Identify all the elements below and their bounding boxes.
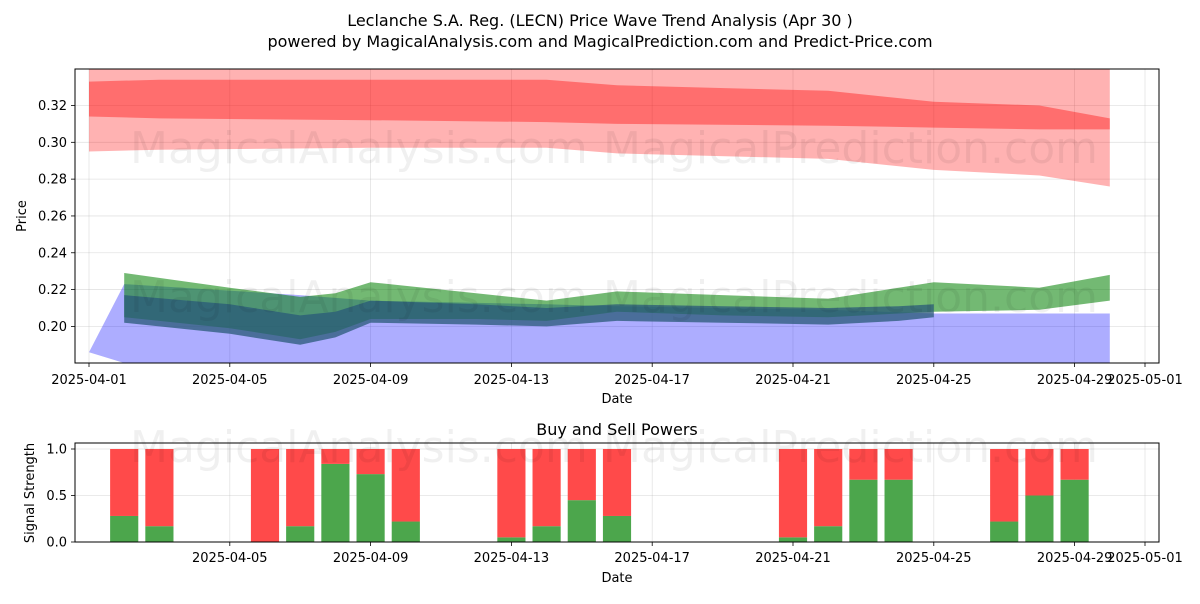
buy-bar	[532, 526, 561, 542]
sell-bar	[884, 449, 913, 480]
buy-bar	[778, 537, 808, 542]
signal-plot: Buy and Sell Powers MagicalAnalysis.com …	[23, 420, 1183, 586]
sell-bar	[110, 449, 139, 516]
buy-bar	[110, 515, 139, 542]
watermark-left-2: MagicalAnalysis.com	[130, 272, 588, 323]
sell-bar	[1025, 449, 1054, 496]
signal-xtick-label: 2025-05-01	[1107, 551, 1183, 566]
watermark-left-3: MagicalAnalysis.com	[130, 422, 588, 473]
signal-bars	[110, 449, 1089, 542]
signal-xlabel: Date	[601, 571, 632, 586]
price-xtick-label: 2025-04-29	[1037, 373, 1113, 388]
price-bands	[89, 69, 1110, 363]
price-ytick-label: 0.20	[38, 320, 67, 335]
price-plot: MagicalAnalysis.com MagicalPrediction.co…	[15, 68, 1183, 407]
sell-bar	[250, 449, 280, 542]
sell-bar	[532, 449, 561, 527]
signal-ytick-label: 0.5	[46, 489, 67, 504]
price-xtick-label: 2025-04-05	[192, 373, 268, 388]
sell-bar	[567, 449, 596, 501]
buy-bar	[884, 479, 913, 542]
chart-subtitle: powered by MagicalAnalysis.com and Magic…	[267, 32, 932, 51]
price-ytick-label: 0.32	[38, 99, 67, 114]
signal-xtick-label: 2025-04-29	[1037, 551, 1113, 566]
price-xlabel: Date	[601, 392, 632, 407]
buy-bar	[849, 479, 878, 542]
signal-ylabel: Signal Strength	[23, 443, 38, 543]
signal-ytick-label: 0.0	[46, 536, 67, 551]
buy-bar	[990, 521, 1019, 542]
price-ytick-label: 0.26	[38, 209, 67, 224]
price-xtick-label: 2025-04-17	[614, 373, 690, 388]
price-xtick-label: 2025-05-01	[1107, 373, 1183, 388]
sell-bar	[356, 449, 385, 475]
sell-bar	[391, 449, 420, 522]
price-axes: 2025-04-01 2025-04-05 2025-04-09 2025-04-13…	[38, 99, 1183, 388]
watermark-right: MagicalPrediction.com	[603, 123, 1098, 174]
sell-bar	[321, 449, 350, 464]
price-xtick-label: 2025-04-21	[755, 373, 831, 388]
price-ytick-label: 0.24	[38, 246, 67, 261]
signal-xtick-label: 2025-04-21	[755, 551, 831, 566]
chart-title: Leclanche S.A. Reg. (LECN) Price Wave Tr…	[347, 11, 853, 30]
signal-axes: 2025-04-05 2025-04-09 2025-04-13 2025-04-17…	[46, 443, 1182, 567]
signal-xtick-label: 2025-04-05	[192, 551, 268, 566]
signal-plot-frame	[74, 442, 1160, 543]
buy-bar	[602, 515, 632, 542]
band-price-wave-dark	[124, 295, 934, 345]
buy-bar	[356, 474, 385, 542]
sell-bar	[849, 449, 878, 480]
buy-bar	[1025, 495, 1054, 542]
buy-bar	[497, 537, 526, 542]
sell-bar	[602, 449, 632, 516]
price-grid	[75, 69, 1159, 363]
price-xtick-label: 2025-04-01	[51, 373, 127, 388]
price-xtick-label: 2025-04-25	[896, 373, 972, 388]
sell-bar	[1060, 449, 1089, 480]
price-xtick-label: 2025-04-09	[333, 373, 409, 388]
signal-title: Buy and Sell Powers	[536, 420, 698, 439]
signal-xtick-label: 2025-04-09	[333, 551, 409, 566]
band-upper-band-outer	[89, 69, 1110, 187]
price-xtick-label: 2025-04-13	[474, 373, 550, 388]
sell-bar	[778, 449, 808, 538]
price-ytick-label: 0.30	[38, 136, 67, 151]
signal-xtick-label: 2025-04-13	[474, 551, 550, 566]
sell-bar	[497, 449, 526, 538]
sell-bar	[990, 449, 1019, 522]
buy-bar	[567, 500, 596, 542]
sell-bar	[145, 449, 174, 527]
watermark-right-2: MagicalPrediction.com	[603, 272, 1098, 323]
price-ylabel: Price	[15, 200, 30, 232]
watermark-left: MagicalAnalysis.com	[130, 123, 588, 174]
signal-xtick-label: 2025-04-17	[614, 551, 690, 566]
buy-bar	[391, 521, 420, 542]
buy-bar	[1060, 479, 1089, 542]
watermark-right-3: MagicalPrediction.com	[603, 422, 1098, 473]
buy-bar	[814, 526, 843, 542]
buy-bar	[321, 463, 350, 542]
band-upper-band-inner	[89, 79, 1110, 130]
buy-bar	[286, 526, 315, 542]
price-ytick-label: 0.28	[38, 173, 67, 188]
signal-ytick-label: 1.0	[46, 443, 67, 458]
sell-bar	[814, 449, 843, 527]
price-ytick-label: 0.22	[38, 283, 67, 298]
sell-bar	[286, 449, 315, 527]
buy-bar	[145, 526, 174, 542]
signal-xtick-label: 2025-04-25	[896, 551, 972, 566]
